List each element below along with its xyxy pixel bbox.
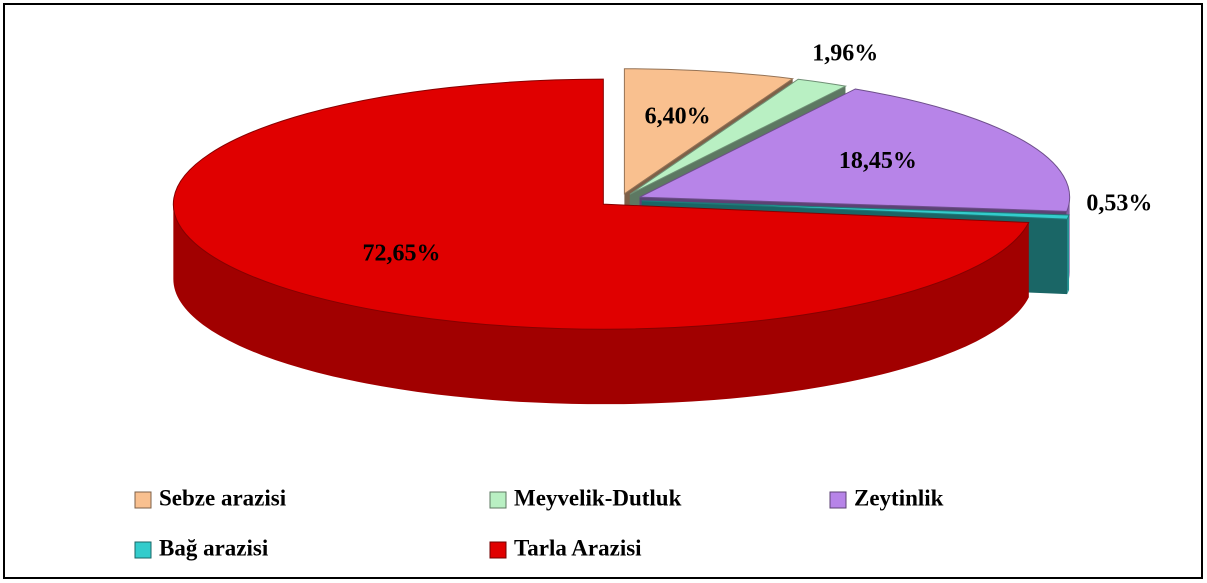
legend-label: Bağ arazisi: [159, 535, 269, 560]
legend-swatch: [134, 491, 152, 509]
data-label: 18,45%: [839, 148, 917, 174]
slice: [172, 78, 1030, 330]
legend-swatch: [489, 541, 507, 559]
legend-label: Tarla Arazisi: [514, 535, 642, 560]
data-label: 6,40%: [645, 103, 711, 129]
slice-side: [173, 204, 1029, 405]
slice: [639, 88, 1071, 212]
legend-label: Meyvelik-Dutluk: [514, 485, 682, 510]
legend-label: Zeytinlik: [854, 485, 944, 510]
legend-swatch: [134, 541, 152, 559]
legend-swatch: [829, 491, 847, 509]
data-label: 1,96%: [812, 41, 878, 67]
slice: [641, 200, 1070, 220]
data-label: 72,65%: [362, 240, 440, 266]
slice: [629, 78, 848, 195]
slice: [623, 68, 795, 195]
slice-side: [1067, 215, 1070, 295]
legend-label: Sebze arazisi: [159, 485, 287, 510]
legend-swatch: [489, 491, 507, 509]
data-label: 0,53%: [1086, 191, 1152, 217]
